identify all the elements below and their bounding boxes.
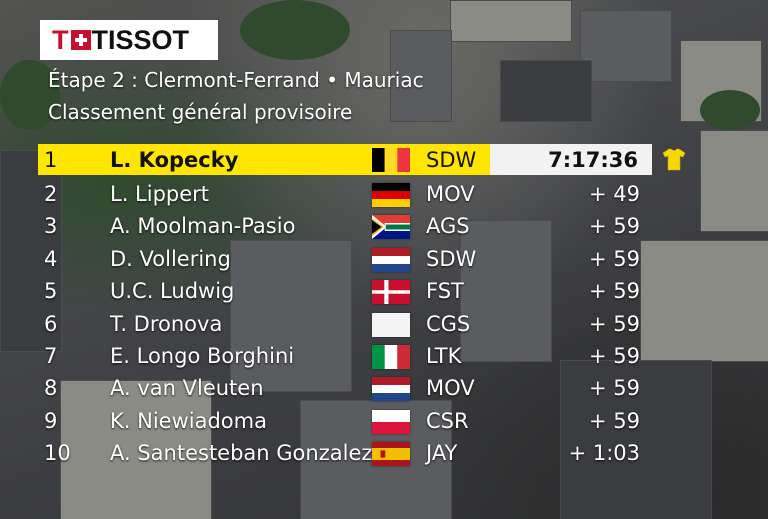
table-row: 3 A. Moolman-Pasio AGS + 59 [38,210,652,242]
leader-name: L. Kopecky [110,147,239,172]
rider-name: T. Dronova [110,311,223,336]
rider-position: 5 [44,279,58,304]
rider-name: A. van Vleuten [110,376,264,401]
rider-team: AGS [426,214,470,239]
leader-time: 7:17:36 [490,144,652,175]
rider-name: E. Longo Borghini [110,343,295,368]
rider-team: SDW [426,246,477,271]
tissot-logo: T TISSOT [40,20,218,60]
table-row: 7 E. Longo Borghini LTK + 59 [38,340,652,372]
standings-list: 2 L. Lippert MOV + 49 3 A. Moolman-Pasio… [38,178,652,470]
rider-team: CGS [426,311,471,336]
rider-position: 2 [44,182,58,206]
logo-text: TISSOT [91,24,190,55]
rider-gap: + 59 [589,311,640,336]
rider-name: D. Vollering [110,246,231,271]
rider-team: LTK [426,343,462,368]
rider-team: JAY [426,441,458,466]
rider-name: L. Lippert [110,182,210,206]
rider-position: 9 [44,408,58,433]
rider-gap: + 59 [589,279,640,304]
rider-team: FST [426,279,464,304]
table-row: 8 A. van Vleuten MOV + 59 [38,372,652,404]
rider-name: K. Niewiadoma [110,408,267,433]
table-row: 4 D. Vollering SDW + 59 [38,243,652,275]
rider-position: 8 [44,376,58,401]
table-row: 6 T. Dronova CGS + 59 [38,308,652,340]
classification-title: Classement général provisoire [48,100,353,124]
table-row: 10 A. Santesteban Gonzalez JAY + 1:03 [38,437,652,469]
rider-gap: + 1:03 [568,441,640,466]
south-africa-flag-icon [372,215,410,240]
rider-gap: + 59 [589,343,640,368]
table-row: 9 K. Niewiadoma CSR + 59 [38,405,652,437]
rider-gap: + 49 [589,182,640,206]
table-row: 5 U.C. Ludwig FST + 59 [38,275,652,307]
rider-gap: + 59 [589,214,640,239]
rider-name: A. Santesteban Gonzalez [110,441,373,466]
rider-name: U.C. Ludwig [110,279,235,304]
leader-position: 1 [44,147,58,172]
rider-team: CSR [426,408,469,433]
white-flag-icon [372,312,410,337]
swiss-cross-icon [70,30,91,50]
rider-gap: + 59 [589,246,640,271]
yellow-jersey-icon [662,148,686,171]
rider-position: 7 [44,343,58,368]
stage-title: Étape 2 : Clermont-Ferrand • Mauriac [48,68,424,92]
leader-row: 1 L. Kopecky SDW 7:17:36 [38,144,652,175]
germany-flag-icon [372,183,410,207]
rider-team: MOV [426,376,475,401]
rider-gap: + 59 [589,376,640,401]
belgium-flag-icon [372,148,410,172]
netherlands-flag-icon [372,377,410,402]
denmark-flag-icon [372,280,410,305]
netherlands-flag-icon [372,247,410,272]
rider-name: A. Moolman-Pasio [110,214,296,239]
italy-flag-icon [372,344,410,369]
rider-position: 3 [44,214,58,239]
poland-flag-icon [372,409,410,434]
rider-team: MOV [426,182,475,206]
spain-flag-icon [372,442,410,467]
rider-position: 6 [44,311,58,336]
rider-gap: + 59 [589,408,640,433]
leader-team: SDW [426,147,477,172]
table-row: 2 L. Lippert MOV + 49 [38,178,652,210]
rider-position: 4 [44,246,58,271]
rider-position: 10 [44,441,71,466]
